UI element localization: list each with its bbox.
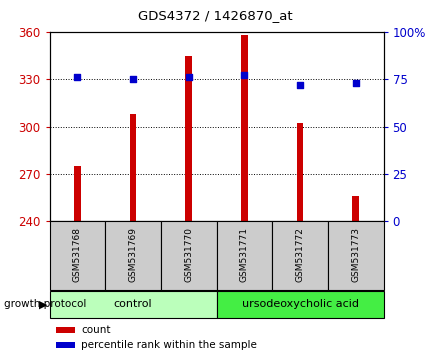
Text: control: control <box>114 299 152 309</box>
Point <box>351 80 358 86</box>
Text: GDS4372 / 1426870_at: GDS4372 / 1426870_at <box>138 9 292 22</box>
Bar <box>327 221 383 290</box>
Text: ursodeoxycholic acid: ursodeoxycholic acid <box>241 299 358 309</box>
Text: percentile rank within the sample: percentile rank within the sample <box>81 340 257 350</box>
Bar <box>74 166 80 221</box>
Text: GSM531771: GSM531771 <box>240 227 249 282</box>
Text: GSM531772: GSM531772 <box>295 227 304 282</box>
Text: GSM531769: GSM531769 <box>128 227 137 282</box>
Text: GSM531770: GSM531770 <box>184 227 193 282</box>
Point <box>240 73 247 78</box>
Bar <box>105 221 160 290</box>
Bar <box>160 221 216 290</box>
Bar <box>352 196 358 221</box>
Bar <box>272 221 327 290</box>
Text: GSM531768: GSM531768 <box>73 227 82 282</box>
Bar <box>49 291 216 318</box>
Bar <box>49 221 105 290</box>
Point <box>185 74 192 80</box>
Text: ▶: ▶ <box>39 299 47 309</box>
Bar <box>240 35 247 221</box>
Bar <box>185 56 192 221</box>
Bar <box>129 114 136 221</box>
Bar <box>296 124 303 221</box>
Text: count: count <box>81 325 111 335</box>
Point <box>129 76 136 82</box>
Bar <box>216 221 272 290</box>
Text: GSM531773: GSM531773 <box>350 227 359 282</box>
Bar <box>216 291 383 318</box>
Point <box>74 74 81 80</box>
Bar <box>56 327 74 333</box>
Text: growth protocol: growth protocol <box>4 299 86 309</box>
Point <box>296 82 303 88</box>
Bar <box>56 342 74 348</box>
